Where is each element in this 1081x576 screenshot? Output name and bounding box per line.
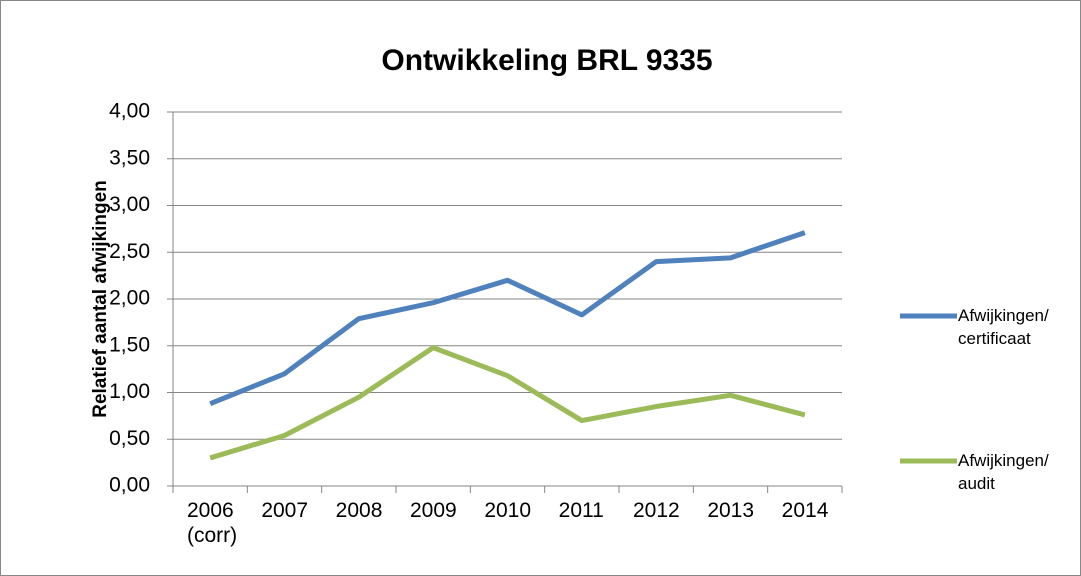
y-tick-label: 3,00 <box>109 193 150 216</box>
chart-title: Ontwikkeling BRL 9335 <box>381 44 712 77</box>
series-line <box>209 230 806 407</box>
y-tick-label: 3,50 <box>109 146 150 169</box>
x-tick-label: 2007 <box>261 499 309 522</box>
x-tick-label: 2010 <box>484 499 532 522</box>
y-tick-label: 0,50 <box>109 427 150 450</box>
x-tick-label: 2008 <box>335 499 383 522</box>
x-tick-label: 2006 (corr) <box>187 499 238 547</box>
x-tick-label: 2013 <box>707 499 755 522</box>
y-axis-label: Relatief aantal afwijkingen <box>90 180 111 418</box>
x-tick-label: 2011 <box>558 499 604 522</box>
y-tick-label: 1,50 <box>109 333 150 356</box>
y-tick-label: 2,50 <box>109 240 150 263</box>
y-tick-label: 1,00 <box>109 380 150 403</box>
y-tick-label: 0,00 <box>109 474 150 497</box>
y-tick-label: 4,00 <box>109 100 150 123</box>
x-tick-label: 2014 <box>781 499 829 522</box>
legend-label: Afwijkingen/ certificaat <box>958 306 1049 348</box>
x-tick-label: 2009 <box>410 499 457 522</box>
x-tick-label: 2012 <box>633 499 680 522</box>
series-line <box>209 345 806 461</box>
legend-label: Afwijkingen/ audit <box>958 451 1049 493</box>
y-tick-label: 2,00 <box>109 287 150 310</box>
